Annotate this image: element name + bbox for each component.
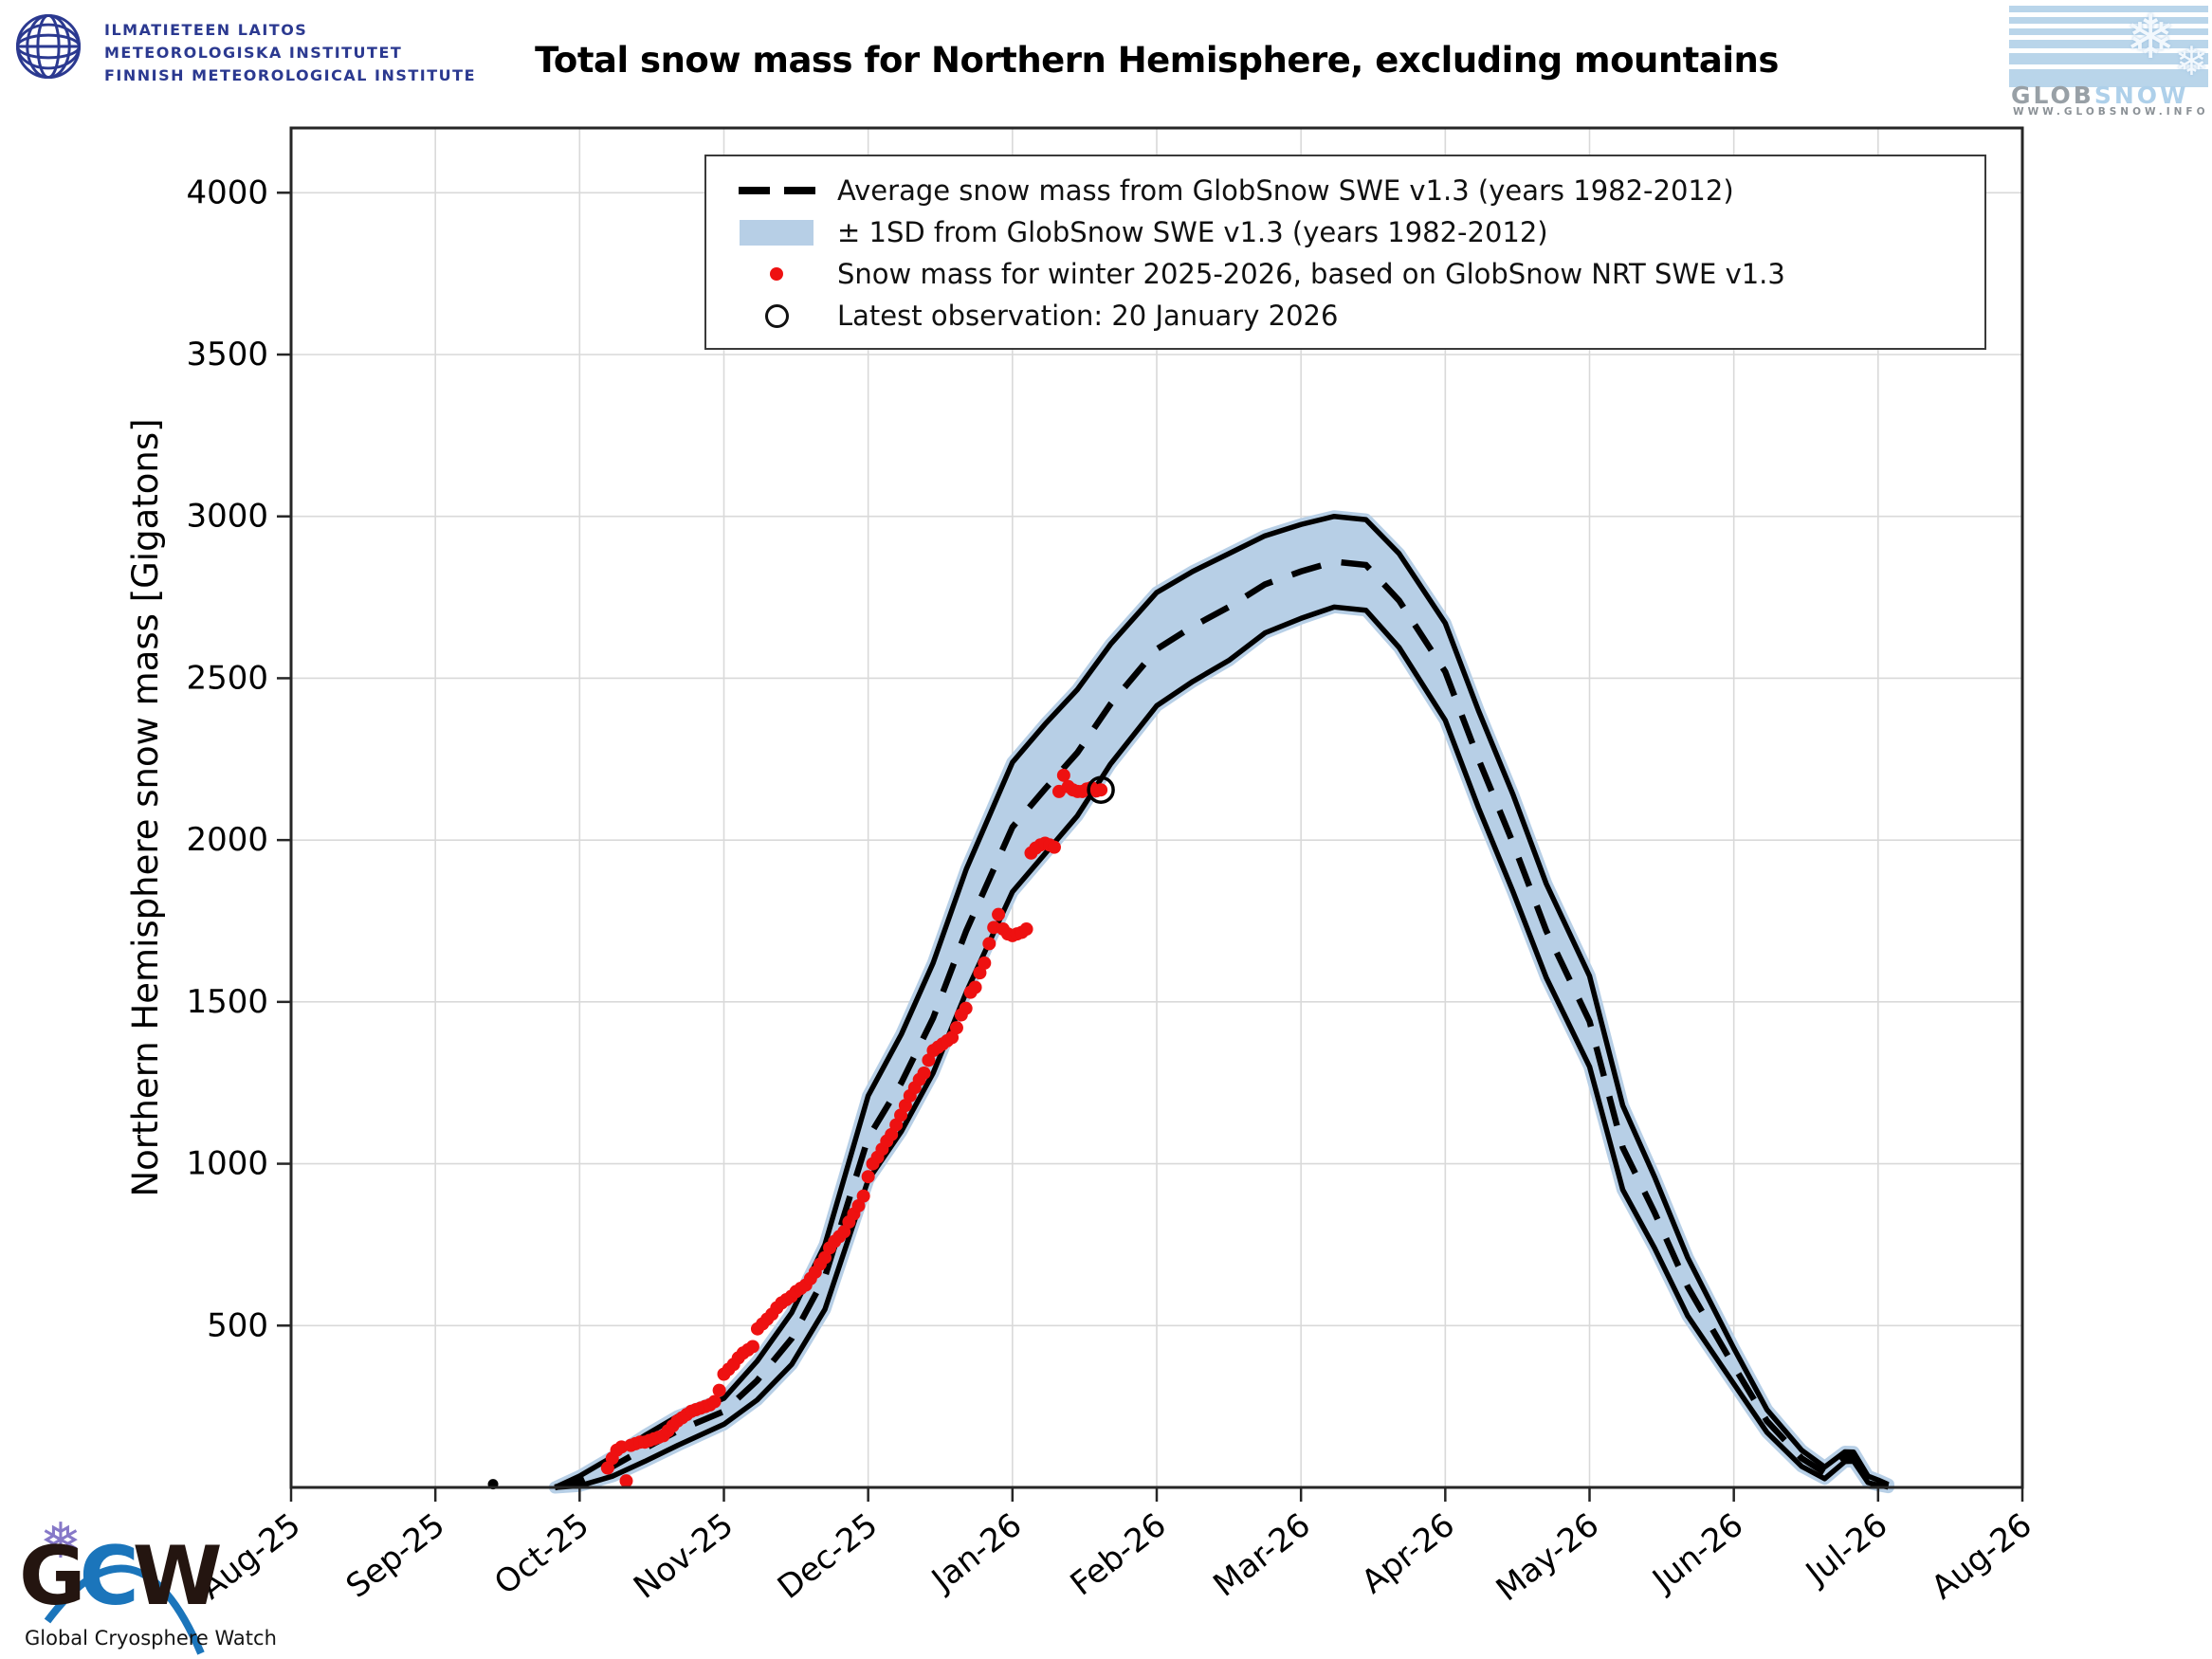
fmi-logo-text: ILMATIETEEN LAITOS METEOROLOGISKA INSTIT…	[104, 19, 476, 87]
gcw-wordmark: GCW	[19, 1536, 223, 1617]
legend-label: Average snow mass from GlobSnow SWE v1.3…	[837, 174, 1734, 207]
y-axis-label: Northern Hemisphere snow mass [Gigatons]	[125, 418, 166, 1196]
legend-label: ± 1SD from GlobSnow SWE v1.3 (years 1982…	[837, 216, 1548, 248]
y-tick-label: 4000	[186, 173, 268, 211]
legend-label: Snow mass for winter 2025-2026, based on…	[837, 258, 1785, 290]
x-tick-label: Apr-26	[1355, 1506, 1462, 1602]
legend-item-average: Average snow mass from GlobSnow SWE v1.3…	[716, 170, 1975, 211]
globsnow-logo: ❄ ❄ GLOBSNOW WWW.GLOBSNOW.INFO	[2009, 6, 2208, 118]
gcw-letter-g: G	[19, 1529, 86, 1624]
x-tick-label: Jul-26	[1798, 1506, 1894, 1594]
legend-item-sd-band: ± 1SD from GlobSnow SWE v1.3 (years 1982…	[716, 211, 1975, 253]
globsnow-url: WWW.GLOBSNOW.INFO	[2013, 106, 2209, 118]
average-line	[487, 558, 1890, 1491]
x-tick-label: Sep-25	[339, 1506, 452, 1606]
y-tick-label: 2500	[186, 659, 268, 697]
fmi-globe-icon	[15, 13, 82, 80]
x-tick-label: Nov-25	[627, 1506, 740, 1607]
globsnow-wordmark: GLOBSNOW	[2011, 82, 2189, 109]
fmi-line-fi: ILMATIETEEN LAITOS	[104, 21, 308, 39]
x-tick-label: Jun-26	[1644, 1506, 1750, 1601]
gcw-swoosh-icon	[44, 1564, 205, 1655]
snowflake-icon: ❄	[2174, 38, 2208, 84]
globsnow-word-snow: SNOW	[2093, 82, 2189, 109]
y-tick-labels: 500 1000 1500 2000 2500 3000 3500 4000	[186, 173, 268, 1344]
legend-item-winter: Snow mass for winter 2025-2026, based on…	[716, 253, 1975, 295]
snowflake-icon: ❄	[2125, 3, 2176, 73]
x-tick-label: Jan-26	[923, 1506, 1029, 1600]
fmi-logo: ILMATIETEEN LAITOS METEOROLOGISKA INSTIT…	[13, 11, 476, 87]
fmi-line-sv: METEOROLOGISKA INSTITUTET	[104, 44, 403, 62]
open-circle-icon	[716, 303, 837, 328]
y-tick-label: 3000	[186, 498, 268, 536]
gcw-logo: ❅ GCW Global Cryosphere Watch	[15, 1509, 319, 1657]
y-tick-label: 1500	[186, 983, 268, 1021]
y-tick-label: 3500	[186, 336, 268, 374]
x-tick-label: Mar-26	[1206, 1506, 1317, 1605]
x-tick-label: Aug-26	[1925, 1506, 2039, 1608]
y-tick-label: 500	[207, 1306, 268, 1344]
legend-label: Latest observation: 20 January 2026	[837, 300, 1339, 332]
x-tick-label: Feb-26	[1064, 1506, 1174, 1604]
latest-observation-marker	[1087, 775, 1115, 804]
globsnow-stripes	[2009, 6, 2208, 92]
y-tick-label: 1000	[186, 1145, 268, 1183]
axis-ticks	[277, 191, 2024, 1502]
x-tick-labels: Aug-25 Sep-25 Oct-25 Nov-25 Dec-25 Jan-26 Feb-…	[193, 1506, 2039, 1610]
red-dot-icon	[716, 267, 837, 281]
gcw-caption: Global Cryosphere Watch	[25, 1627, 277, 1650]
gcw-letter-w: W	[132, 1529, 223, 1624]
chart-legend: Average snow mass from GlobSnow SWE v1.3…	[704, 155, 1986, 350]
snowflake-icon: ❅	[40, 1513, 82, 1570]
y-tick-label: 2000	[186, 821, 268, 859]
legend-item-latest-observation: Latest observation: 20 January 2026	[716, 295, 1975, 337]
x-tick-label: May-26	[1490, 1506, 1606, 1610]
globsnow-word-glob: GLOB	[2011, 82, 2094, 109]
page-title: Total snow mass for Northern Hemisphere,…	[535, 40, 1779, 81]
x-tick-label: Oct-25	[487, 1506, 596, 1603]
fmi-line-en: FINNISH METEOROLOGICAL INSTITUTE	[104, 66, 477, 84]
dashed-line-icon	[716, 187, 837, 194]
gcw-letter-c: C	[79, 1529, 139, 1624]
band-patch-icon	[716, 219, 837, 246]
x-tick-label: Dec-25	[771, 1506, 885, 1607]
